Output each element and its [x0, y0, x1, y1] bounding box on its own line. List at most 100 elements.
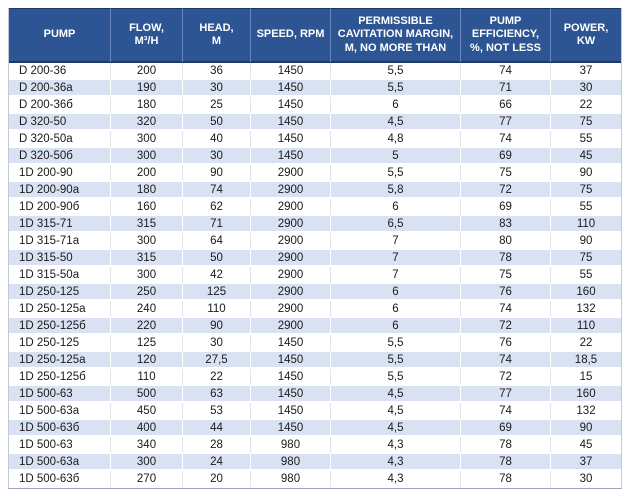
flow_m3_h-cell: 320 — [111, 114, 183, 131]
pump-name-cell: D 320-50a — [9, 131, 111, 148]
speed_rpm-cell: 980 — [251, 454, 331, 471]
power_kw-cell: 37 — [551, 63, 621, 80]
speed_rpm-cell: 1450 — [251, 80, 331, 97]
efficiency_pct-cell: 69 — [461, 420, 551, 437]
header-speed: SPEED, RPM — [251, 8, 331, 63]
pump-name-cell: 1D 500-63 — [9, 437, 111, 454]
pump-name-cell: 1D 250-125 — [9, 284, 111, 301]
power_kw-cell: 75 — [551, 114, 621, 131]
header-pump: PUMP — [9, 8, 111, 63]
cavitation_margin_m-cell: 4,8 — [331, 131, 461, 148]
speed_rpm-cell: 2900 — [251, 301, 331, 318]
power_kw-cell: 37 — [551, 454, 621, 471]
cavitation_margin_m-cell: 4,3 — [331, 454, 461, 471]
cavitation_margin_m-cell: 4,5 — [331, 420, 461, 437]
flow_m3_h-cell: 300 — [111, 454, 183, 471]
head_m-cell: 42 — [183, 267, 251, 284]
efficiency_pct-cell: 74 — [461, 301, 551, 318]
flow_m3_h-cell: 220 — [111, 318, 183, 335]
table-row: D 200-36б 180 25 1450 6 66 22 — [9, 97, 621, 114]
pump-name-cell: 1D 315-50a — [9, 267, 111, 284]
efficiency_pct-cell: 74 — [461, 352, 551, 369]
table-row: 1D 315-50a 300 42 2900 7 75 55 — [9, 267, 621, 284]
header-row: PUMP FLOW, M³/H HEAD, M SPEED, RPM PERMI… — [9, 8, 621, 63]
flow_m3_h-cell: 500 — [111, 386, 183, 403]
speed_rpm-cell: 1450 — [251, 420, 331, 437]
efficiency_pct-cell: 80 — [461, 233, 551, 250]
efficiency_pct-cell: 72 — [461, 182, 551, 199]
cavitation_margin_m-cell: 4,3 — [331, 437, 461, 454]
speed_rpm-cell: 1450 — [251, 403, 331, 420]
speed_rpm-cell: 1450 — [251, 335, 331, 352]
power_kw-cell: 110 — [551, 318, 621, 335]
pump-name-cell: 1D 250-125б — [9, 369, 111, 386]
power_kw-cell: 30 — [551, 471, 621, 488]
speed_rpm-cell: 2900 — [251, 250, 331, 267]
cavitation_margin_m-cell: 5 — [331, 148, 461, 165]
pump-name-cell: 1D 315-50 — [9, 250, 111, 267]
efficiency_pct-cell: 83 — [461, 216, 551, 233]
power_kw-cell: 22 — [551, 335, 621, 352]
head_m-cell: 64 — [183, 233, 251, 250]
pump-name-cell: 1D 200-90б — [9, 199, 111, 216]
table-row: 1D 250-125 125 30 1450 5,5 76 22 — [9, 335, 621, 352]
table-row: D 320-50 320 50 1450 4,5 77 75 — [9, 114, 621, 131]
speed_rpm-cell: 1450 — [251, 131, 331, 148]
pump-name-cell: 1D 315-71 — [9, 216, 111, 233]
table-body: D 200-36 200 36 1450 5,5 74 37 D 200-36a 190 30 14… — [9, 63, 621, 488]
efficiency_pct-cell: 72 — [461, 318, 551, 335]
efficiency_pct-cell: 74 — [461, 403, 551, 420]
speed_rpm-cell: 2900 — [251, 233, 331, 250]
power_kw-cell: 15 — [551, 369, 621, 386]
power_kw-cell: 160 — [551, 284, 621, 301]
table-header: PUMP FLOW, M³/H HEAD, M SPEED, RPM PERMI… — [9, 8, 621, 63]
efficiency_pct-cell: 75 — [461, 267, 551, 284]
pump-name-cell: 1D 500-63б — [9, 471, 111, 488]
pump-name-cell: 1D 500-63 — [9, 386, 111, 403]
efficiency_pct-cell: 72 — [461, 369, 551, 386]
table-row: 1D 200-90a 180 74 2900 5,8 72 75 — [9, 182, 621, 199]
flow_m3_h-cell: 300 — [111, 267, 183, 284]
cavitation_margin_m-cell: 6 — [331, 301, 461, 318]
speed_rpm-cell: 2900 — [251, 318, 331, 335]
efficiency_pct-cell: 71 — [461, 80, 551, 97]
power_kw-cell: 75 — [551, 182, 621, 199]
flow_m3_h-cell: 400 — [111, 420, 183, 437]
header-head: HEAD, M — [183, 8, 251, 63]
table-row: 1D 500-63б 270 20 980 4,3 78 30 — [9, 471, 621, 488]
head_m-cell: 110 — [183, 301, 251, 318]
head_m-cell: 28 — [183, 437, 251, 454]
flow_m3_h-cell: 120 — [111, 352, 183, 369]
head_m-cell: 90 — [183, 318, 251, 335]
table-row: 1D 250-125a 240 110 2900 6 74 132 — [9, 301, 621, 318]
header-power: POWER, KW — [551, 8, 621, 63]
flow_m3_h-cell: 200 — [111, 165, 183, 182]
flow_m3_h-cell: 300 — [111, 233, 183, 250]
power_kw-cell: 75 — [551, 250, 621, 267]
cavitation_margin_m-cell: 4,5 — [331, 386, 461, 403]
pump-name-cell: 1D 200-90a — [9, 182, 111, 199]
table-row: 1D 250-125б 220 90 2900 6 72 110 — [9, 318, 621, 335]
head_m-cell: 90 — [183, 165, 251, 182]
pump-name-cell: D 320-50б — [9, 148, 111, 165]
speed_rpm-cell: 2900 — [251, 199, 331, 216]
pump-name-cell: D 200-36б — [9, 97, 111, 114]
power_kw-cell: 55 — [551, 267, 621, 284]
head_m-cell: 44 — [183, 420, 251, 437]
efficiency_pct-cell: 69 — [461, 199, 551, 216]
speed_rpm-cell: 1450 — [251, 369, 331, 386]
speed_rpm-cell: 1450 — [251, 148, 331, 165]
speed_rpm-cell: 980 — [251, 437, 331, 454]
head_m-cell: 30 — [183, 80, 251, 97]
head_m-cell: 40 — [183, 131, 251, 148]
pump-name-cell: 1D 500-63б — [9, 420, 111, 437]
flow_m3_h-cell: 190 — [111, 80, 183, 97]
table-row: 1D 500-63 340 28 980 4,3 78 45 — [9, 437, 621, 454]
speed_rpm-cell: 2900 — [251, 216, 331, 233]
pump-name-cell: D 320-50 — [9, 114, 111, 131]
speed_rpm-cell: 2900 — [251, 267, 331, 284]
power_kw-cell: 90 — [551, 420, 621, 437]
efficiency_pct-cell: 78 — [461, 437, 551, 454]
flow_m3_h-cell: 250 — [111, 284, 183, 301]
flow_m3_h-cell: 315 — [111, 250, 183, 267]
